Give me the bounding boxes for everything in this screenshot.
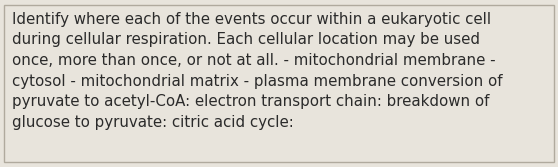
FancyBboxPatch shape bbox=[4, 5, 554, 162]
Text: Identify where each of the events occur within a eukaryotic cell
during cellular: Identify where each of the events occur … bbox=[12, 12, 503, 130]
